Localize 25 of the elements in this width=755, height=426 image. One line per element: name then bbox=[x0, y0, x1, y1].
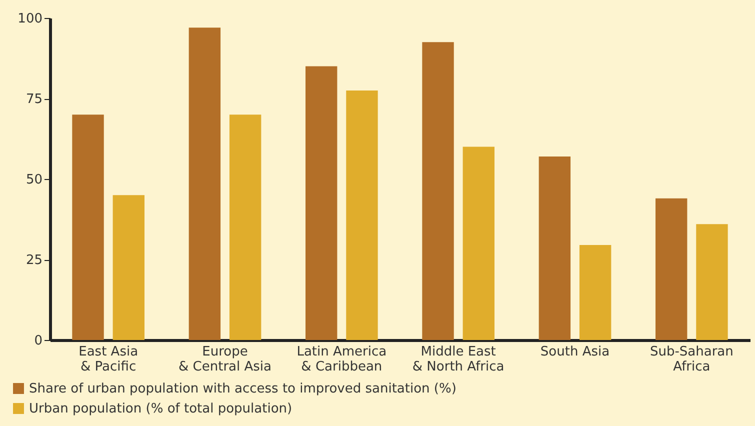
y-tick-label: 50 bbox=[26, 172, 42, 188]
legend-label: Share of urban population with access to improved sanitation (%) bbox=[29, 382, 456, 396]
bar bbox=[422, 42, 454, 340]
bar bbox=[72, 114, 104, 340]
y-tick-label: 75 bbox=[26, 92, 42, 107]
bar bbox=[462, 146, 494, 340]
x-tick-label: East Asia & Pacific bbox=[78, 344, 138, 374]
bar bbox=[346, 90, 378, 340]
bar bbox=[579, 245, 612, 340]
legend-label: Urban population (% of total population) bbox=[29, 402, 292, 416]
bar bbox=[656, 198, 688, 340]
bar bbox=[188, 28, 221, 340]
x-tick-label: South Asia bbox=[540, 344, 610, 360]
bar bbox=[538, 156, 571, 340]
x-tick-label: Sub-Saharan Africa bbox=[650, 344, 734, 374]
bar bbox=[306, 66, 338, 340]
bar bbox=[112, 195, 144, 340]
y-tick-label: 25 bbox=[26, 253, 42, 268]
x-tick-label: Middle East & North Africa bbox=[412, 344, 504, 374]
y-tick-label: 0 bbox=[34, 334, 42, 348]
bar bbox=[229, 114, 262, 340]
y-tick-label: 100 bbox=[18, 12, 42, 26]
x-tick-label: Latin America & Caribbean bbox=[296, 344, 387, 374]
bar bbox=[696, 224, 728, 340]
x-tick-label: Europe & Central Asia bbox=[178, 344, 272, 374]
